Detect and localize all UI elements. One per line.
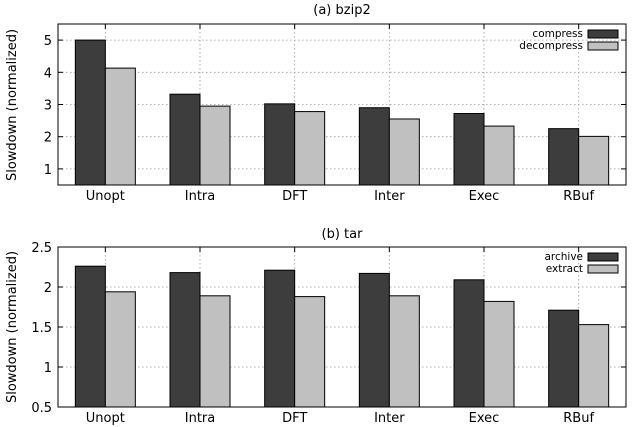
x-tick-label: Exec — [469, 411, 500, 426]
bar-extract-unopt — [104, 291, 136, 408]
y-tick-label: 2.5 — [31, 241, 52, 256]
bar-extract-inter — [388, 295, 420, 408]
y-tick-label: 3 — [44, 99, 52, 114]
chart-bzip2: (a) bzip2 Slowdown (normalized) 1 2 3 4 5 Uno… — [5, 3, 627, 204]
legend-swatch — [587, 264, 619, 274]
x-tick-label: Unopt — [86, 189, 125, 204]
bar-archive-inter — [358, 272, 390, 408]
bar-extract-exec — [483, 300, 515, 408]
x-tick-label: Unopt — [86, 411, 125, 426]
x-tick-label: DFT — [282, 189, 307, 204]
legend-swatch — [587, 252, 619, 262]
x-tick-label: RBuf — [563, 189, 594, 204]
y-tick-label: 1 — [44, 361, 52, 376]
bar-decompress-rbuf — [578, 135, 610, 186]
x-tick-label: DFT — [282, 411, 307, 426]
bar-archive-unopt — [74, 265, 106, 408]
y-axis-label: Slowdown (normalized) — [5, 29, 20, 181]
legend-swatch — [587, 29, 619, 39]
y-tick-label: 4 — [44, 66, 52, 81]
bar-compress-unopt — [74, 39, 106, 186]
bar-extract-rbuf — [578, 324, 610, 408]
chart-title: (b) tar — [322, 227, 364, 242]
x-tick-label: Intra — [185, 189, 215, 204]
bar-decompress-intra — [199, 105, 231, 186]
bar-archive-dft — [264, 269, 296, 408]
chart-title: (a) bzip2 — [313, 3, 370, 18]
x-tick-label: Exec — [469, 189, 500, 204]
y-tick-label: 0.5 — [31, 401, 52, 416]
bar-decompress-unopt — [104, 67, 136, 186]
bar-compress-rbuf — [548, 128, 580, 186]
y-tick-label: 2 — [44, 281, 52, 296]
bar-archive-exec — [453, 279, 485, 408]
bar-compress-dft — [264, 103, 296, 186]
y-tick-label: 5 — [44, 34, 52, 49]
bar-compress-exec — [453, 113, 485, 186]
bar-compress-intra — [169, 93, 201, 186]
y-tick-label: 2 — [44, 131, 52, 146]
legend-swatch — [587, 41, 619, 51]
x-tick-label: Inter — [374, 411, 405, 426]
chart-tar: (b) tar Slowdown (normalized) 0.5 1 1.5 2 2.… — [5, 227, 627, 426]
plot-frame — [57, 23, 627, 186]
legend-label: compress — [532, 28, 583, 40]
legend-label: extract — [546, 263, 583, 275]
y-tick-label: 1 — [44, 163, 52, 178]
x-tick-label: RBuf — [563, 411, 594, 426]
legend-label: archive — [544, 251, 583, 263]
x-tick-label: Inter — [374, 189, 405, 204]
legend-label: decompress — [519, 40, 583, 52]
plot-frame — [57, 246, 627, 408]
bar-archive-rbuf — [548, 309, 580, 408]
bar-decompress-dft — [294, 111, 326, 186]
bar-decompress-exec — [483, 125, 515, 186]
x-tick-label: Intra — [185, 411, 215, 426]
bar-archive-intra — [169, 272, 201, 408]
bar-decompress-inter — [388, 118, 420, 186]
bar-extract-dft — [294, 296, 326, 408]
y-tick-label: 1.5 — [31, 321, 52, 336]
bar-extract-intra — [199, 295, 231, 408]
bar-compress-inter — [358, 107, 390, 186]
y-axis-label: Slowdown (normalized) — [5, 251, 20, 403]
